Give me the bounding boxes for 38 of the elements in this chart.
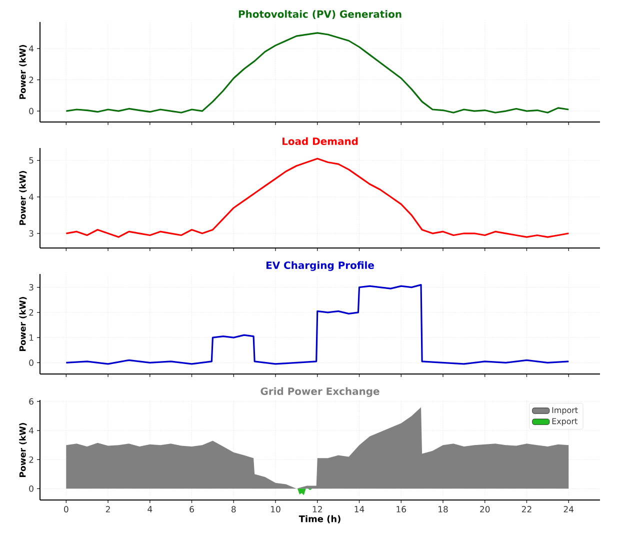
- x-tick-label: 2: [106, 506, 110, 512]
- y-tick-label: 3: [29, 284, 34, 291]
- y-tick-label: 0: [29, 108, 34, 114]
- x-tick-label: 4: [148, 506, 152, 512]
- y-tick-label: 4: [28, 194, 34, 200]
- y-tick-label: 1: [30, 334, 34, 341]
- y-tick-label: 3: [29, 230, 34, 237]
- x-tick-label: 12: [312, 506, 322, 512]
- x-tick-label: 24: [564, 506, 574, 512]
- y-tick-label: 4: [28, 45, 34, 52]
- x-tick-label: 18: [438, 506, 448, 512]
- y-tick-label: 0: [29, 360, 34, 366]
- chart-title: Grid Power Exchange: [260, 387, 380, 398]
- y-tick-label: 2: [29, 456, 34, 463]
- y-tick-label: 5: [29, 157, 34, 164]
- x-tick-label: 10: [271, 506, 280, 512]
- chart-title: Load Demand: [282, 137, 358, 145]
- line-series: [65, 158, 570, 238]
- x-tick-label: 22: [522, 506, 532, 512]
- y-tick-label: 0: [29, 485, 34, 492]
- x-tick-label: 8: [232, 506, 236, 512]
- y-tick-label: 4: [28, 427, 34, 434]
- y-axis-title: Power (kW): [19, 171, 27, 225]
- line-series: [65, 284, 570, 365]
- x-tick-label: 6: [190, 506, 194, 512]
- x-tick-label: 14: [354, 506, 364, 512]
- y-axis-title: Power (kW): [19, 45, 27, 99]
- y-axis-title: Power (kW): [19, 297, 27, 351]
- y-tick-label: 2: [29, 309, 34, 316]
- x-tick-label: 16: [396, 506, 406, 512]
- chart-title: Photovoltaic (PV) Generation: [238, 10, 402, 19]
- y-axis-title: Power (kW): [19, 423, 27, 477]
- x-tick-label: 0: [64, 506, 68, 512]
- y-tick-label: 6: [29, 398, 34, 405]
- x-axis-title: Time (h): [298, 515, 340, 524]
- chart-title: EV Charging Profile: [266, 261, 374, 272]
- x-tick-label: 20: [480, 506, 490, 512]
- y-tick-label: 2: [29, 76, 34, 83]
